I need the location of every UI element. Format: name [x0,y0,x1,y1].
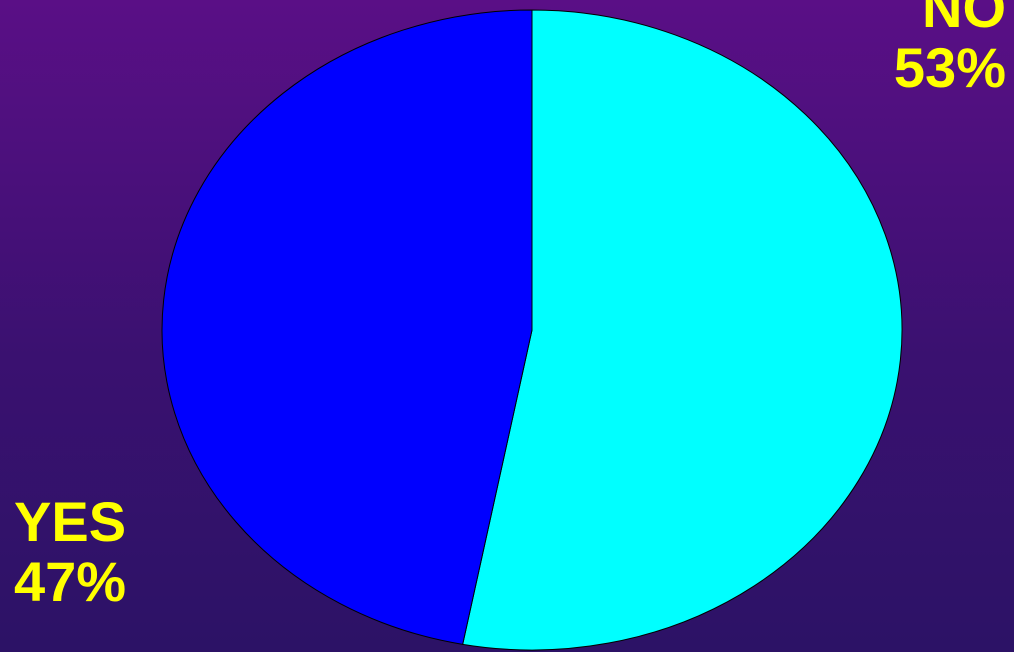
no-percent-label: 53% [893,36,1006,99]
pie-slice-no [462,9,903,651]
no-slice-label: NO 53% [894,0,1006,98]
yes-percent-label: 47% [14,550,127,613]
pie-slice-yes [161,9,533,645]
yes-slice-label: YES 47% [14,492,126,612]
yes-category-label: YES [14,490,127,553]
no-category-label: NO [922,0,1006,39]
